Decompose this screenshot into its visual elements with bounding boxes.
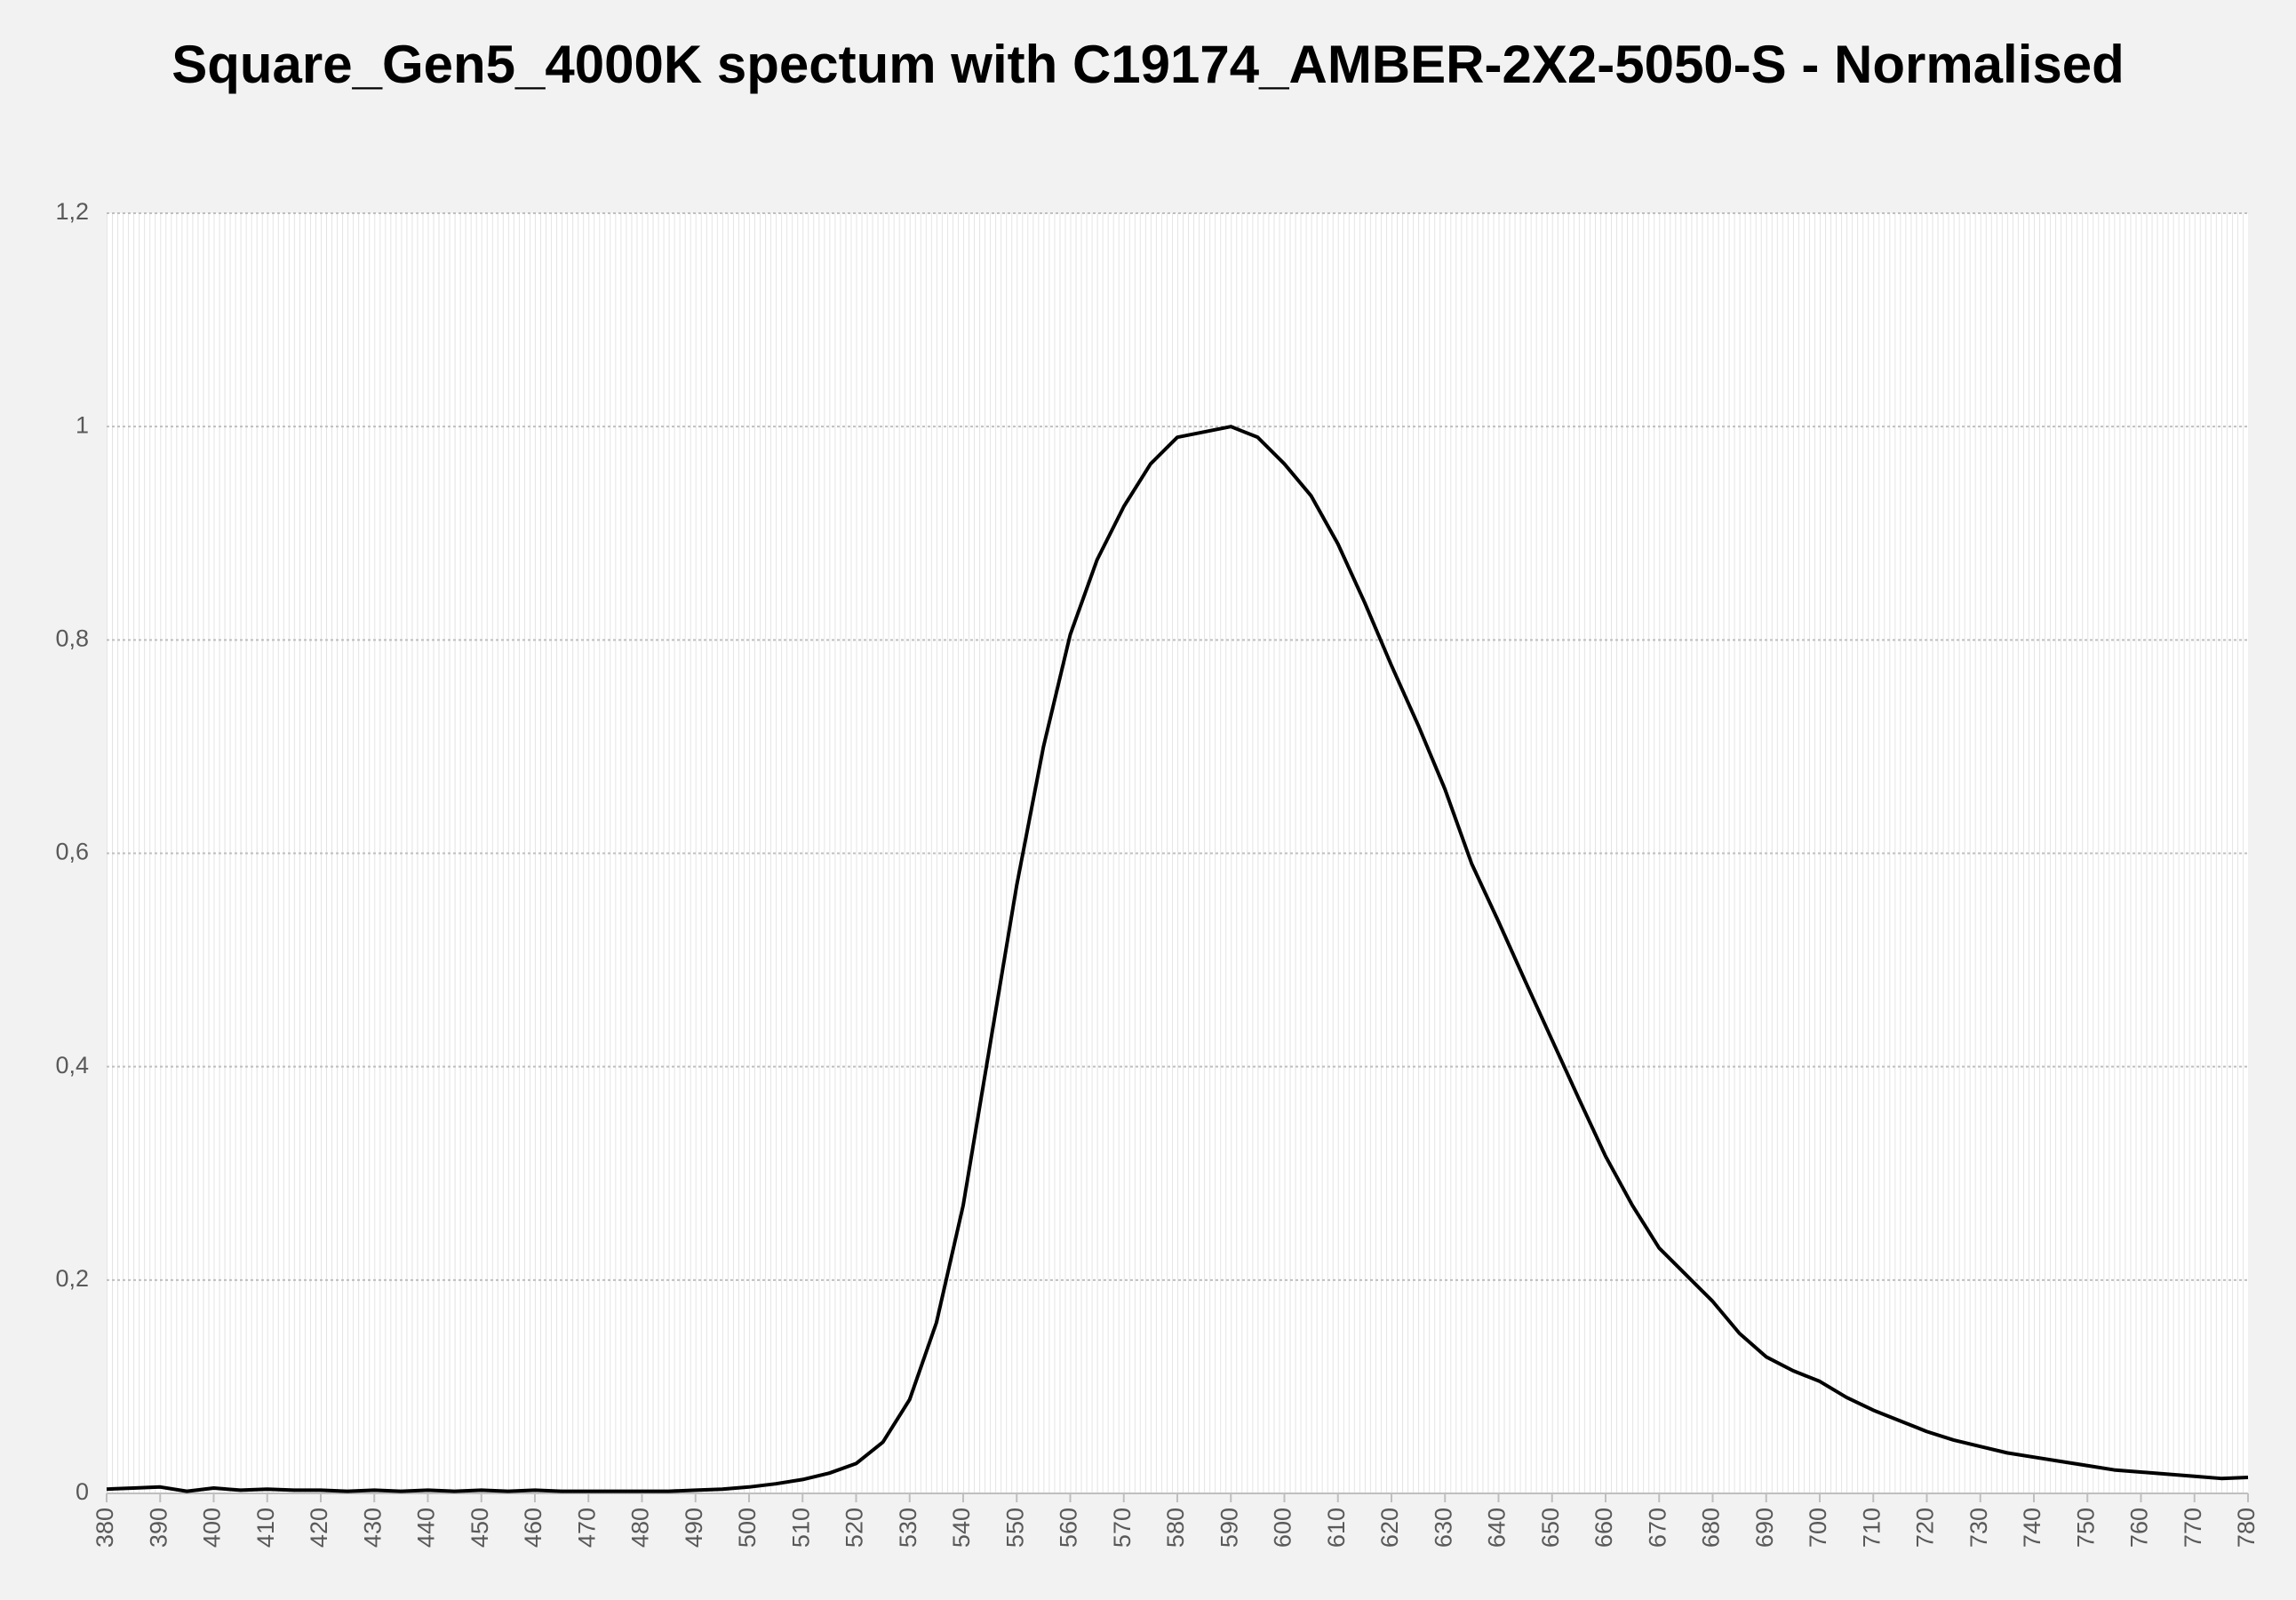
x-tick-label: 740: [2019, 1508, 2045, 1548]
x-tick-label: 620: [1376, 1508, 1403, 1548]
x-tick-label: 720: [1912, 1508, 1939, 1548]
x-tick-label: 440: [413, 1508, 440, 1548]
minor-grid: [107, 213, 2248, 1493]
x-tick-label: 760: [2126, 1508, 2153, 1548]
x-tick-label: 520: [841, 1508, 868, 1548]
x-tick-label: 380: [92, 1508, 118, 1548]
x-tick-label: 630: [1430, 1508, 1456, 1548]
x-tick-label: 500: [734, 1508, 761, 1548]
x-tick-label: 700: [1805, 1508, 1831, 1548]
y-tick-label: 0,6: [55, 839, 89, 865]
x-tick-label: 480: [627, 1508, 654, 1548]
x-tick-label: 770: [2180, 1508, 2206, 1548]
x-tick-label: 400: [199, 1508, 226, 1548]
x-tick-label: 410: [252, 1508, 279, 1548]
x-tick-label: 640: [1484, 1508, 1511, 1548]
x-tick-label: 710: [1858, 1508, 1885, 1548]
y-tick-label: 1: [76, 411, 89, 438]
y-tick-label: 0: [76, 1478, 89, 1505]
x-tick-label: 530: [895, 1508, 921, 1548]
x-tick-label: 590: [1216, 1508, 1242, 1548]
chart-title: Square_Gen5_4000K spectum with C19174_AM…: [171, 35, 2125, 94]
x-tick-label: 750: [2072, 1508, 2099, 1548]
x-tick-label: 490: [681, 1508, 707, 1548]
x-tick-label: 780: [2233, 1508, 2260, 1548]
x-tick-label: 460: [520, 1508, 546, 1548]
x-tick-label: 540: [948, 1508, 975, 1548]
x-tick-label: 670: [1644, 1508, 1670, 1548]
x-tick-label: 660: [1590, 1508, 1617, 1548]
x-tick-label: 730: [1965, 1508, 1992, 1548]
x-tick-label: 690: [1751, 1508, 1778, 1548]
x-tick-label: 450: [466, 1508, 493, 1548]
x-tick-label: 430: [359, 1508, 386, 1548]
x-tick-label: 570: [1109, 1508, 1136, 1548]
x-tick-label: 650: [1537, 1508, 1564, 1548]
line-series: [106, 425, 2249, 1493]
x-tick-label: 470: [573, 1508, 600, 1548]
y-tick-label: 0,2: [55, 1265, 89, 1292]
x-tick-label: 420: [306, 1508, 332, 1548]
x-tick-label: 390: [145, 1508, 171, 1548]
y-tick-label: 0,4: [55, 1052, 89, 1079]
x-tick-label: 610: [1323, 1508, 1350, 1548]
x-tick-label: 580: [1162, 1508, 1189, 1548]
x-tick-label: 680: [1698, 1508, 1725, 1548]
x-tick-label: 560: [1056, 1508, 1082, 1548]
y-tick-label: 0,8: [55, 625, 89, 651]
y-tick-label: 1,2: [55, 198, 89, 225]
x-tick-label: 510: [787, 1508, 814, 1548]
x-tick-label: 600: [1270, 1508, 1296, 1548]
x-tick-label: 550: [1001, 1508, 1028, 1548]
